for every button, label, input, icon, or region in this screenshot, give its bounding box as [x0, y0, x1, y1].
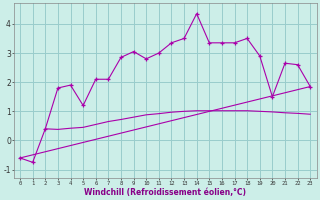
X-axis label: Windchill (Refroidissement éolien,°C): Windchill (Refroidissement éolien,°C): [84, 188, 246, 197]
